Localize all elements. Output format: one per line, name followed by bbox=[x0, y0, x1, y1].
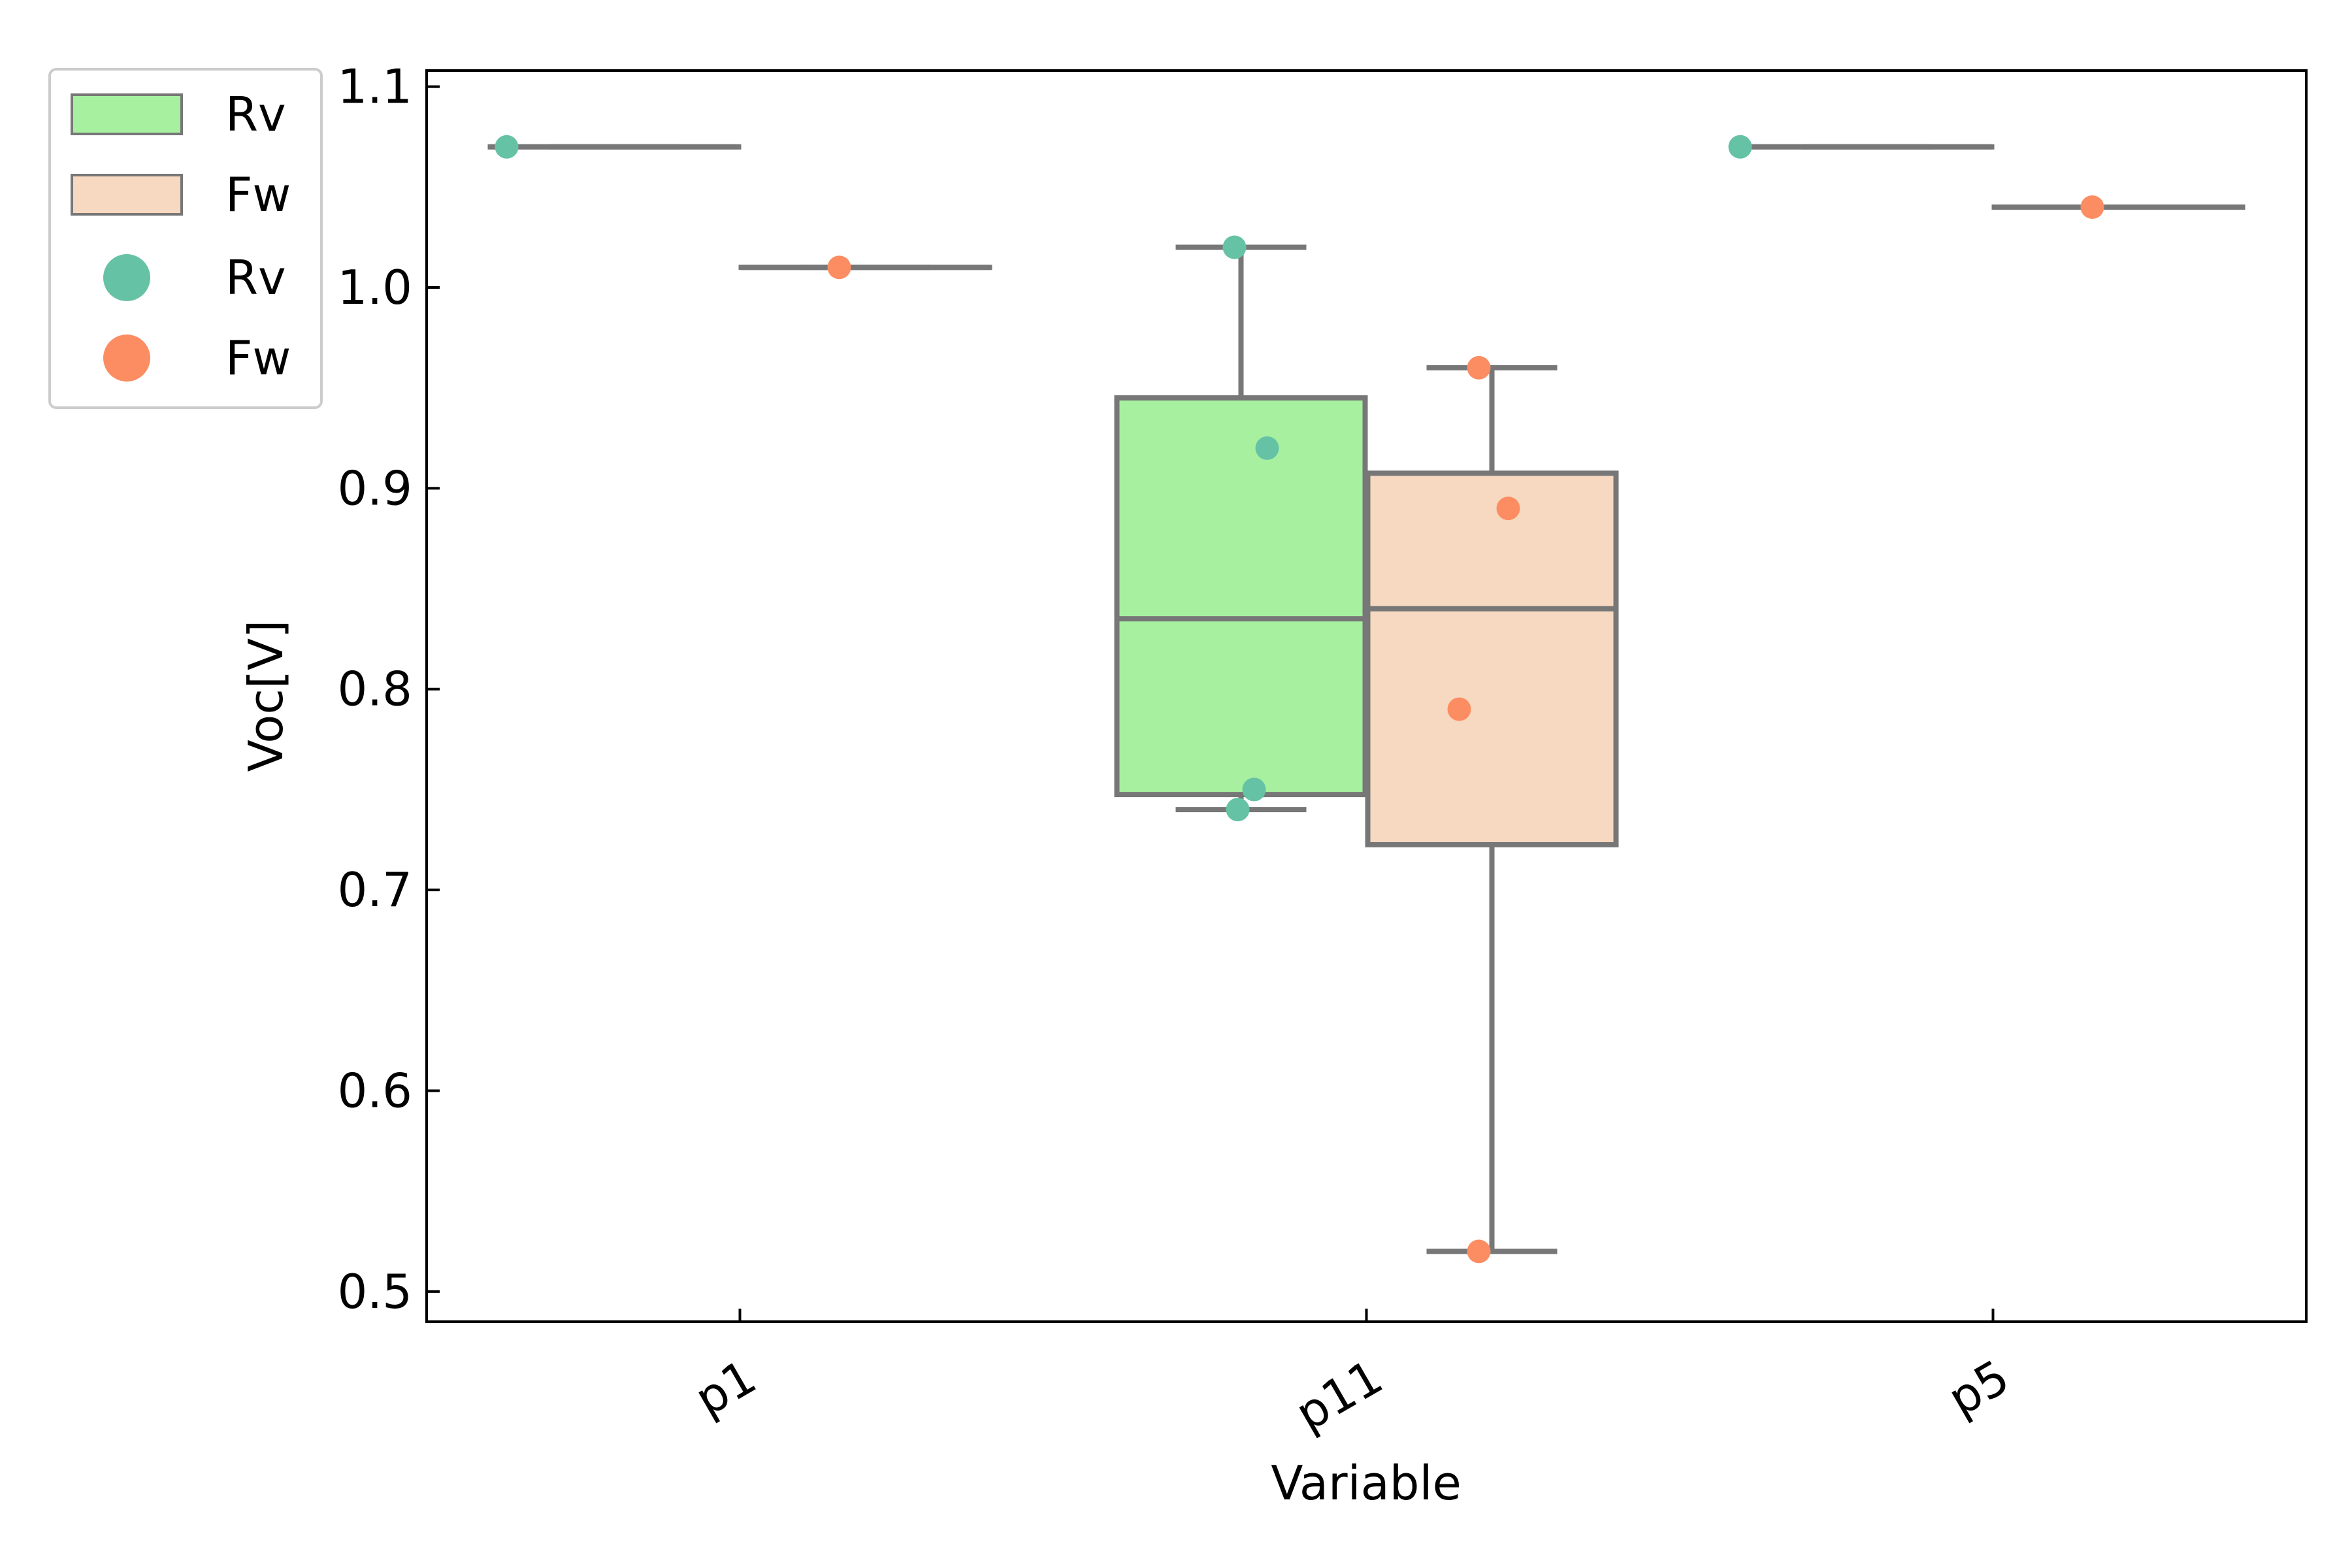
legend-label: Fw bbox=[225, 167, 291, 222]
data-point-rv bbox=[1255, 436, 1279, 460]
x-axis: p1 p11 p5 bbox=[686, 1309, 2018, 1441]
data-point-rv bbox=[1728, 135, 1752, 159]
data-point-fw bbox=[1467, 355, 1491, 380]
data-point-rv bbox=[1222, 235, 1247, 259]
legend-label: Fw bbox=[225, 331, 291, 385]
legend-item-fw-box: Fw bbox=[71, 167, 291, 222]
box-rv-p11 bbox=[1114, 244, 1368, 813]
legend-swatch bbox=[71, 93, 183, 135]
y-axis: 0.5 0.6 0.7 0.8 0.9 1.0 1.1 bbox=[337, 59, 440, 1319]
data-point-rv bbox=[1226, 798, 1250, 822]
y-tick-label: 0.5 bbox=[337, 1264, 412, 1319]
data-point-rv bbox=[495, 135, 519, 159]
points-layer bbox=[495, 135, 2104, 1264]
legend-label: Rv bbox=[225, 250, 286, 305]
legend-swatch bbox=[71, 174, 183, 216]
box-body bbox=[1365, 470, 1619, 847]
data-point-rv bbox=[1242, 777, 1266, 802]
y-tick-label: 1.0 bbox=[337, 260, 412, 315]
x-tick-label: p5 bbox=[1939, 1349, 2018, 1427]
legend-marker bbox=[103, 254, 150, 301]
y-tick-label: 1.1 bbox=[337, 59, 412, 114]
y-axis-title: Voc[V] bbox=[238, 620, 293, 772]
legend-item-rv-dot: Rv bbox=[103, 250, 286, 305]
legend-marker bbox=[103, 335, 150, 382]
y-tick-label: 0.8 bbox=[337, 662, 412, 717]
y-tick-label: 0.6 bbox=[337, 1064, 412, 1119]
data-point-fw bbox=[827, 255, 851, 280]
x-axis-title: Variable bbox=[1271, 1456, 1462, 1511]
data-point-fw bbox=[1447, 697, 1471, 721]
boxes-layer bbox=[487, 144, 2246, 1254]
y-tick-label: 0.9 bbox=[337, 461, 412, 515]
y-tick-label: 0.7 bbox=[337, 862, 412, 917]
x-tick-label: p1 bbox=[686, 1349, 765, 1427]
legend-frame bbox=[48, 68, 323, 409]
data-point-fw bbox=[1496, 497, 1520, 521]
data-point-fw bbox=[1467, 1239, 1491, 1264]
box-body bbox=[1114, 395, 1368, 798]
legend-item-rv-box: Rv bbox=[71, 87, 286, 142]
legend-label: Rv bbox=[225, 87, 286, 142]
data-point-fw bbox=[2080, 195, 2104, 220]
legend: Rv Fw Rv Fw bbox=[48, 68, 323, 409]
x-tick-label: p11 bbox=[1286, 1349, 1392, 1441]
legend-item-fw-dot: Fw bbox=[103, 331, 291, 385]
box-fw-p11 bbox=[1365, 365, 1619, 1254]
